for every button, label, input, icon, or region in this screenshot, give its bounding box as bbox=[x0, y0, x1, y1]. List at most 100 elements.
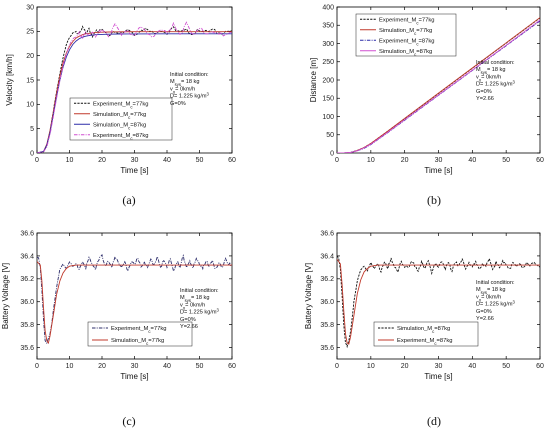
chart-panel-d: 0 10 20 30 40 50 60 35.6 35.8 36.0 36.2 36.4 36.6 Tim… bbox=[304, 230, 544, 428]
y-tick-label: 5 bbox=[30, 126, 34, 133]
annotation-line: D= 1.225 kg/m3 bbox=[476, 299, 516, 308]
y-tick-label: 35.6 bbox=[20, 345, 34, 352]
annotation-line: Y=2.66 bbox=[180, 324, 198, 330]
x-tick-label: 0 bbox=[35, 157, 39, 164]
series-line-2 bbox=[337, 259, 540, 345]
x-tick-label: 50 bbox=[502, 363, 510, 370]
annotation-line: Y=2.66 bbox=[476, 96, 494, 102]
y-tick-label: 36.2 bbox=[20, 276, 34, 283]
y-tick-label: 35.8 bbox=[320, 322, 334, 329]
legend-entry: Experiment_Mc=77kg bbox=[379, 17, 435, 25]
x-tick-label: 20 bbox=[98, 157, 106, 164]
series-line-2 bbox=[37, 31, 232, 153]
legend-entry: Experiment_Mc=87kg bbox=[379, 38, 435, 46]
y-tick-label: 15 bbox=[26, 77, 34, 84]
series-line-2 bbox=[37, 261, 232, 345]
x-tick-label: 30 bbox=[131, 157, 139, 164]
annotation-line: vo= 0km/h bbox=[180, 302, 205, 310]
y-axis-label: Distance [m] bbox=[309, 58, 318, 102]
x-tick-label: 40 bbox=[163, 363, 171, 370]
annotation-line: vo= 0km/h bbox=[170, 86, 195, 94]
y-tick-label: 35.6 bbox=[320, 345, 334, 352]
legend: Experiment_Mc=77kg Simulation_Mc=77kg bbox=[87, 321, 193, 347]
legend: Simulation_Mc=87kg Experiment_Mc=87kg bbox=[373, 321, 479, 347]
y-tick-label: 35.8 bbox=[20, 322, 34, 329]
panel-caption: (c) bbox=[122, 414, 135, 428]
x-tick-label: 0 bbox=[35, 363, 39, 370]
legend-entry: Simulation_Mc=77kg bbox=[379, 28, 432, 36]
y-tick-label: 30 bbox=[26, 4, 34, 11]
annotation-line: Initial condition: bbox=[476, 60, 515, 66]
x-tick-label: 10 bbox=[66, 363, 74, 370]
panel-caption: (d) bbox=[427, 414, 441, 428]
annotation-line: Msys= 18 kg bbox=[170, 79, 199, 87]
annotation-line: Y=2.66 bbox=[476, 316, 494, 322]
y-tick-label: 50 bbox=[326, 132, 334, 139]
x-tick-label: 50 bbox=[196, 157, 204, 164]
legend-entry: Simulation_Mc=77kg bbox=[111, 338, 164, 346]
y-axis-label: Velocity [km/h] bbox=[5, 54, 14, 106]
x-tick-label: 50 bbox=[196, 363, 204, 370]
legend-entry: Experiment_Mc=77kg bbox=[93, 101, 149, 109]
x-axis-label: Time [s] bbox=[120, 372, 148, 381]
legend-box bbox=[87, 321, 193, 347]
y-tick-label: 25 bbox=[26, 29, 34, 36]
y-tick-label: 350 bbox=[322, 23, 334, 30]
series-line-1 bbox=[37, 253, 232, 344]
x-axis-label: Time [s] bbox=[424, 166, 452, 175]
annotation-line: Msys= 18 kg bbox=[180, 295, 209, 303]
annotation-line: vo= 0km/h bbox=[476, 294, 501, 302]
x-tick-label: 60 bbox=[228, 157, 236, 164]
x-tick-label: 60 bbox=[536, 363, 544, 370]
annotation-line: G=0% bbox=[476, 89, 492, 95]
x-tick-label: 10 bbox=[66, 157, 74, 164]
x-axis-label: Time [s] bbox=[424, 372, 452, 381]
x-tick-label: 10 bbox=[367, 157, 375, 164]
x-tick-label: 10 bbox=[367, 363, 375, 370]
legend-entry: Simulation_Mc=87kg bbox=[397, 326, 450, 334]
series-line-4 bbox=[37, 21, 232, 153]
annotation-line: Initial condition: bbox=[170, 72, 209, 78]
legend-box bbox=[69, 97, 173, 141]
annotation-line: vo= 0km/h bbox=[476, 74, 501, 82]
x-tick-label: 40 bbox=[468, 157, 476, 164]
panel-caption: (b) bbox=[427, 193, 441, 207]
y-tick-label: 0 bbox=[330, 150, 334, 157]
annotation-line: D= 1.225 kg/m3 bbox=[170, 91, 210, 100]
x-tick-label: 20 bbox=[98, 363, 106, 370]
y-axis-label: Battery Voltage [V] bbox=[1, 263, 10, 329]
legend-entry: Experiment_Mc=77kg bbox=[111, 326, 167, 334]
y-tick-label: 36.0 bbox=[320, 299, 334, 306]
y-tick-label: 100 bbox=[322, 114, 334, 121]
chart-panel-b: 0 10 20 30 40 50 60 0 50 100 150 200 250 300 350 400 Tim… bbox=[309, 4, 544, 207]
chart-panel-a: 0 10 20 30 40 50 60 0 5 10 15 20 25 30 Time [s] Velocit… bbox=[5, 4, 236, 207]
x-tick-label: 30 bbox=[435, 363, 443, 370]
y-tick-label: 20 bbox=[26, 53, 34, 60]
legend: Experiment_Mc=77kg Simulation_Mc=77kg Simu… bbox=[69, 97, 173, 141]
x-tick-label: 30 bbox=[435, 157, 443, 164]
annotation-line: Msys= 18 kg bbox=[476, 287, 505, 295]
chart-panel-c: 0 10 20 30 40 50 60 35.6 35.8 36.0 36.2 36.4 36.6 Tim… bbox=[1, 230, 236, 428]
y-tick-label: 200 bbox=[322, 77, 334, 84]
legend-entry: Experiment_Mc=87kg bbox=[93, 133, 149, 141]
x-tick-label: 20 bbox=[401, 157, 409, 164]
y-tick-label: 36.0 bbox=[20, 299, 34, 306]
annotation-line: Msys= 18 kg bbox=[476, 67, 505, 75]
annotation-line: G=0% bbox=[476, 309, 492, 315]
legend-box bbox=[373, 321, 479, 347]
y-tick-label: 36.4 bbox=[20, 253, 34, 260]
legend-entry: Simulation_Mc=77kg bbox=[93, 112, 146, 120]
x-axis-label: Time [s] bbox=[120, 166, 148, 175]
x-tick-label: 0 bbox=[335, 157, 339, 164]
series-line-1 bbox=[337, 255, 540, 349]
series-line-4 bbox=[337, 19, 540, 153]
legend-entry: Experiment_Mc=87kg bbox=[397, 338, 453, 346]
x-tick-label: 40 bbox=[163, 157, 171, 164]
x-tick-label: 60 bbox=[536, 157, 544, 164]
annotation-line: D= 1.225 kg/m3 bbox=[476, 79, 516, 88]
y-axis-label: Battery Voltage [V] bbox=[304, 263, 313, 329]
y-tick-label: 400 bbox=[322, 4, 334, 11]
